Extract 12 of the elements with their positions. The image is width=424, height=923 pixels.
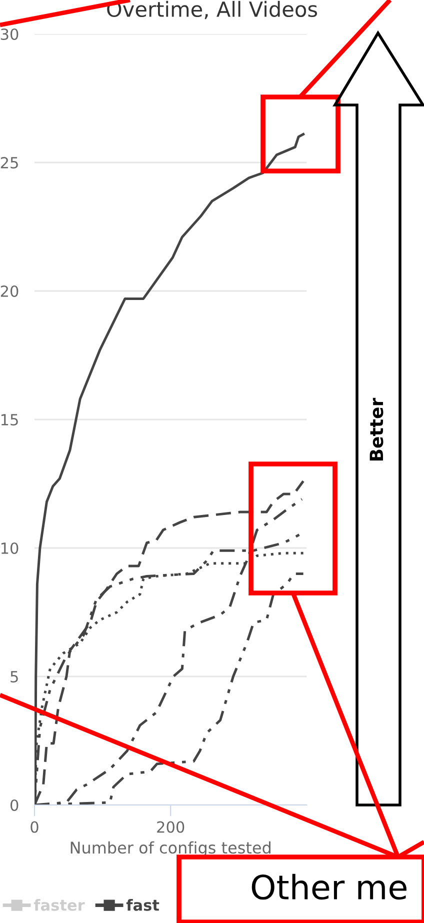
x-axis-title: Number of configs tested (70, 841, 270, 857)
y-tick-label: 20 (0, 285, 18, 298)
y-tick-label: 10 (1, 542, 18, 554)
text: Other me (252, 874, 406, 900)
y-tick-label: 25 (0, 156, 18, 169)
text: Better (370, 398, 384, 461)
x-tick-label: 200 (157, 821, 184, 833)
y-tick-label: 15 (1, 414, 18, 426)
y-tick-label: 0 (10, 799, 18, 812)
legend-label: fast (126, 899, 160, 911)
y-tick-label: 30 (0, 28, 18, 40)
y-tick-label: 5 (10, 671, 18, 683)
